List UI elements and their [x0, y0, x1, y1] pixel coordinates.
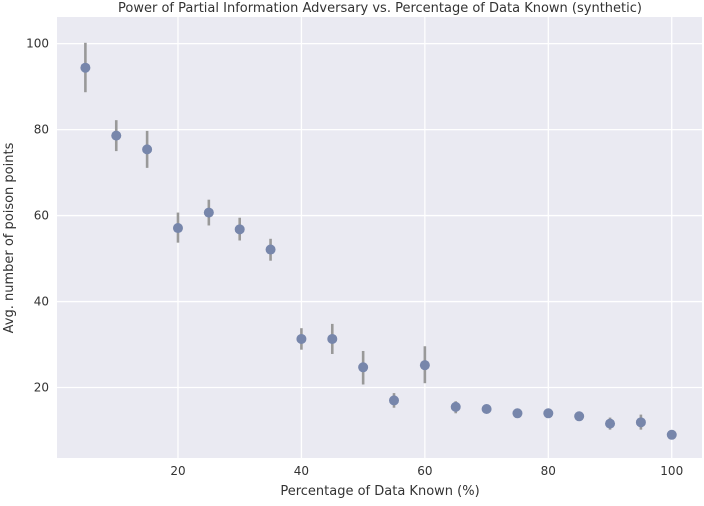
- x-tick-label: 40: [294, 464, 309, 478]
- x-tick-label: 80: [541, 464, 556, 478]
- data-point: [419, 360, 430, 371]
- data-point: [512, 408, 523, 419]
- data-point: [234, 224, 245, 235]
- y-tick-label: 60: [34, 209, 49, 223]
- gridlines: [57, 17, 702, 458]
- data-point: [389, 395, 400, 406]
- data-point: [265, 244, 276, 255]
- data-point: [481, 404, 492, 414]
- data-point: [666, 429, 677, 440]
- plot-area: [57, 17, 702, 458]
- data-points: [80, 42, 677, 440]
- y-tick-label: 80: [34, 123, 49, 137]
- y-tick-label: 40: [34, 295, 49, 309]
- y-tick-label: 100: [26, 37, 49, 51]
- data-point: [543, 408, 554, 419]
- data-point: [111, 130, 122, 141]
- x-axis-label: Percentage of Data Known (%): [280, 484, 479, 499]
- y-axis-ticks: 20 40 60 80 100: [26, 37, 49, 395]
- data-point: [142, 144, 153, 155]
- data-point: [203, 207, 214, 218]
- data-point: [605, 418, 616, 429]
- data-point: [635, 417, 646, 428]
- data-point: [358, 362, 369, 373]
- y-axis-label: Avg. number of poison points: [2, 142, 17, 333]
- data-point: [80, 62, 91, 73]
- x-tick-label: 100: [660, 464, 683, 478]
- data-point: [172, 223, 183, 234]
- data-point: [450, 401, 461, 412]
- data-point: [574, 411, 585, 422]
- data-point: [327, 333, 338, 344]
- y-tick-label: 20: [34, 381, 49, 395]
- data-point: [296, 333, 307, 344]
- x-tick-label: 60: [417, 464, 432, 478]
- x-tick-label: 20: [170, 464, 185, 478]
- x-axis-ticks: 20 40 60 80 100: [170, 464, 683, 478]
- chart-title: Power of Partial Information Adversary v…: [118, 1, 642, 16]
